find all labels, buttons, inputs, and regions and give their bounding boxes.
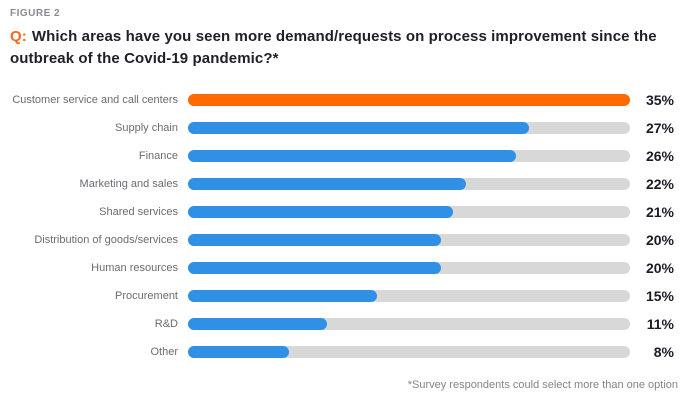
bar-fill (188, 206, 454, 218)
category-label: Shared services (99, 206, 178, 218)
bar-track (188, 94, 630, 106)
question-prefix: Q: (10, 28, 27, 45)
bar-fill (188, 318, 327, 330)
question-text: Which areas have you seen more demand/re… (10, 28, 657, 67)
category-label: Distribution of goods/services (34, 234, 178, 246)
bar-fill (188, 262, 441, 274)
chart-rows: Customer service and call centers 35% Supp… (10, 86, 690, 366)
category-label: Marketing and sales (79, 178, 178, 190)
bar-fill (188, 94, 630, 106)
value-label: 26% (645, 148, 674, 164)
chart-question: Q: Which areas have you seen more demand/… (10, 26, 660, 70)
bar-track (188, 346, 630, 358)
value-label: 8% (653, 344, 674, 360)
value-label: 35% (645, 92, 674, 108)
chart-footnote: *Survey respondents could select more th… (407, 379, 678, 391)
chart-row: Customer service and call centers 35% (10, 86, 674, 114)
chart-row: Procurement 15% (10, 282, 674, 310)
bar-track (188, 234, 630, 246)
category-label: Human resources (91, 262, 178, 274)
bar-fill (188, 290, 378, 302)
bar-fill (188, 122, 529, 134)
chart-row: Other 8% (10, 338, 674, 366)
bar-track (188, 178, 630, 190)
bar-fill (188, 150, 517, 162)
category-label: Customer service and call centers (12, 94, 178, 106)
value-label: 21% (645, 204, 674, 220)
value-label: 20% (645, 232, 674, 248)
category-label: Supply chain (115, 122, 178, 134)
value-label: 15% (645, 288, 674, 304)
chart-row: Shared services 21% (10, 198, 674, 226)
value-label: 22% (645, 176, 674, 192)
category-label: Finance (138, 150, 178, 162)
bar-track (188, 206, 630, 218)
category-label: Procurement (115, 290, 178, 302)
bar-track (188, 318, 630, 330)
chart-row: Marketing and sales 22% (10, 170, 674, 198)
chart-row: Finance 26% (10, 142, 674, 170)
value-label: 27% (645, 120, 674, 136)
category-label: Other (150, 346, 178, 358)
figure-label: FIGURE 2 (10, 8, 61, 19)
bar-track (188, 150, 630, 162)
bar-fill (188, 178, 466, 190)
value-label: 11% (646, 316, 674, 332)
category-label: R&D (154, 318, 178, 330)
bar-track (188, 290, 630, 302)
chart-row: Human resources 20% (10, 254, 674, 282)
bar-fill (188, 234, 441, 246)
chart-row: Supply chain 27% (10, 114, 674, 142)
chart-row: Distribution of goods/services 20% (10, 226, 674, 254)
bar-track (188, 262, 630, 274)
bar-fill (188, 346, 290, 358)
value-label: 20% (645, 260, 674, 276)
bar-track (188, 122, 630, 134)
chart-row: R&D 11% (10, 310, 674, 338)
